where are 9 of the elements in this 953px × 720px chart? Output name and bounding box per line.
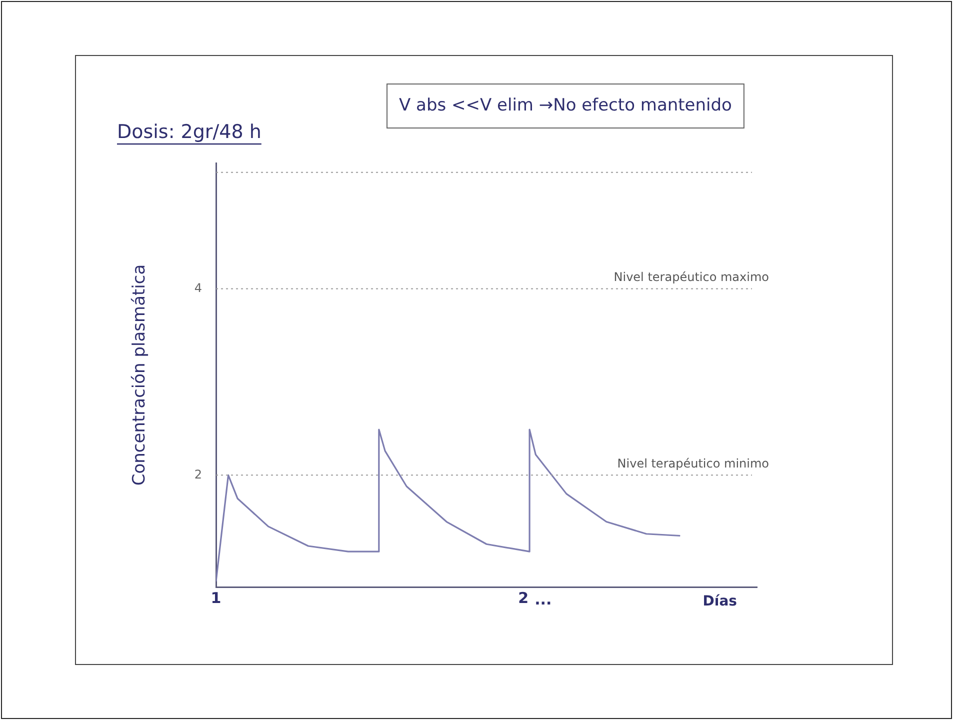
x-tick-label: 1 [210,588,222,607]
y-axis-title: Concentración plasmática [130,264,150,486]
text: ... [534,590,552,608]
chart-title: Dosis: 2gr/48 h [117,121,262,143]
x-axis-title: Días [702,594,737,610]
y-tick-label: 4 [194,280,202,295]
ref-line-label: Nivel terapéutico minimo [617,456,769,470]
ref-line-label: Nivel terapéutico maximo [614,270,769,284]
text: V abs <<V elim →No efecto mantenido [399,95,732,116]
